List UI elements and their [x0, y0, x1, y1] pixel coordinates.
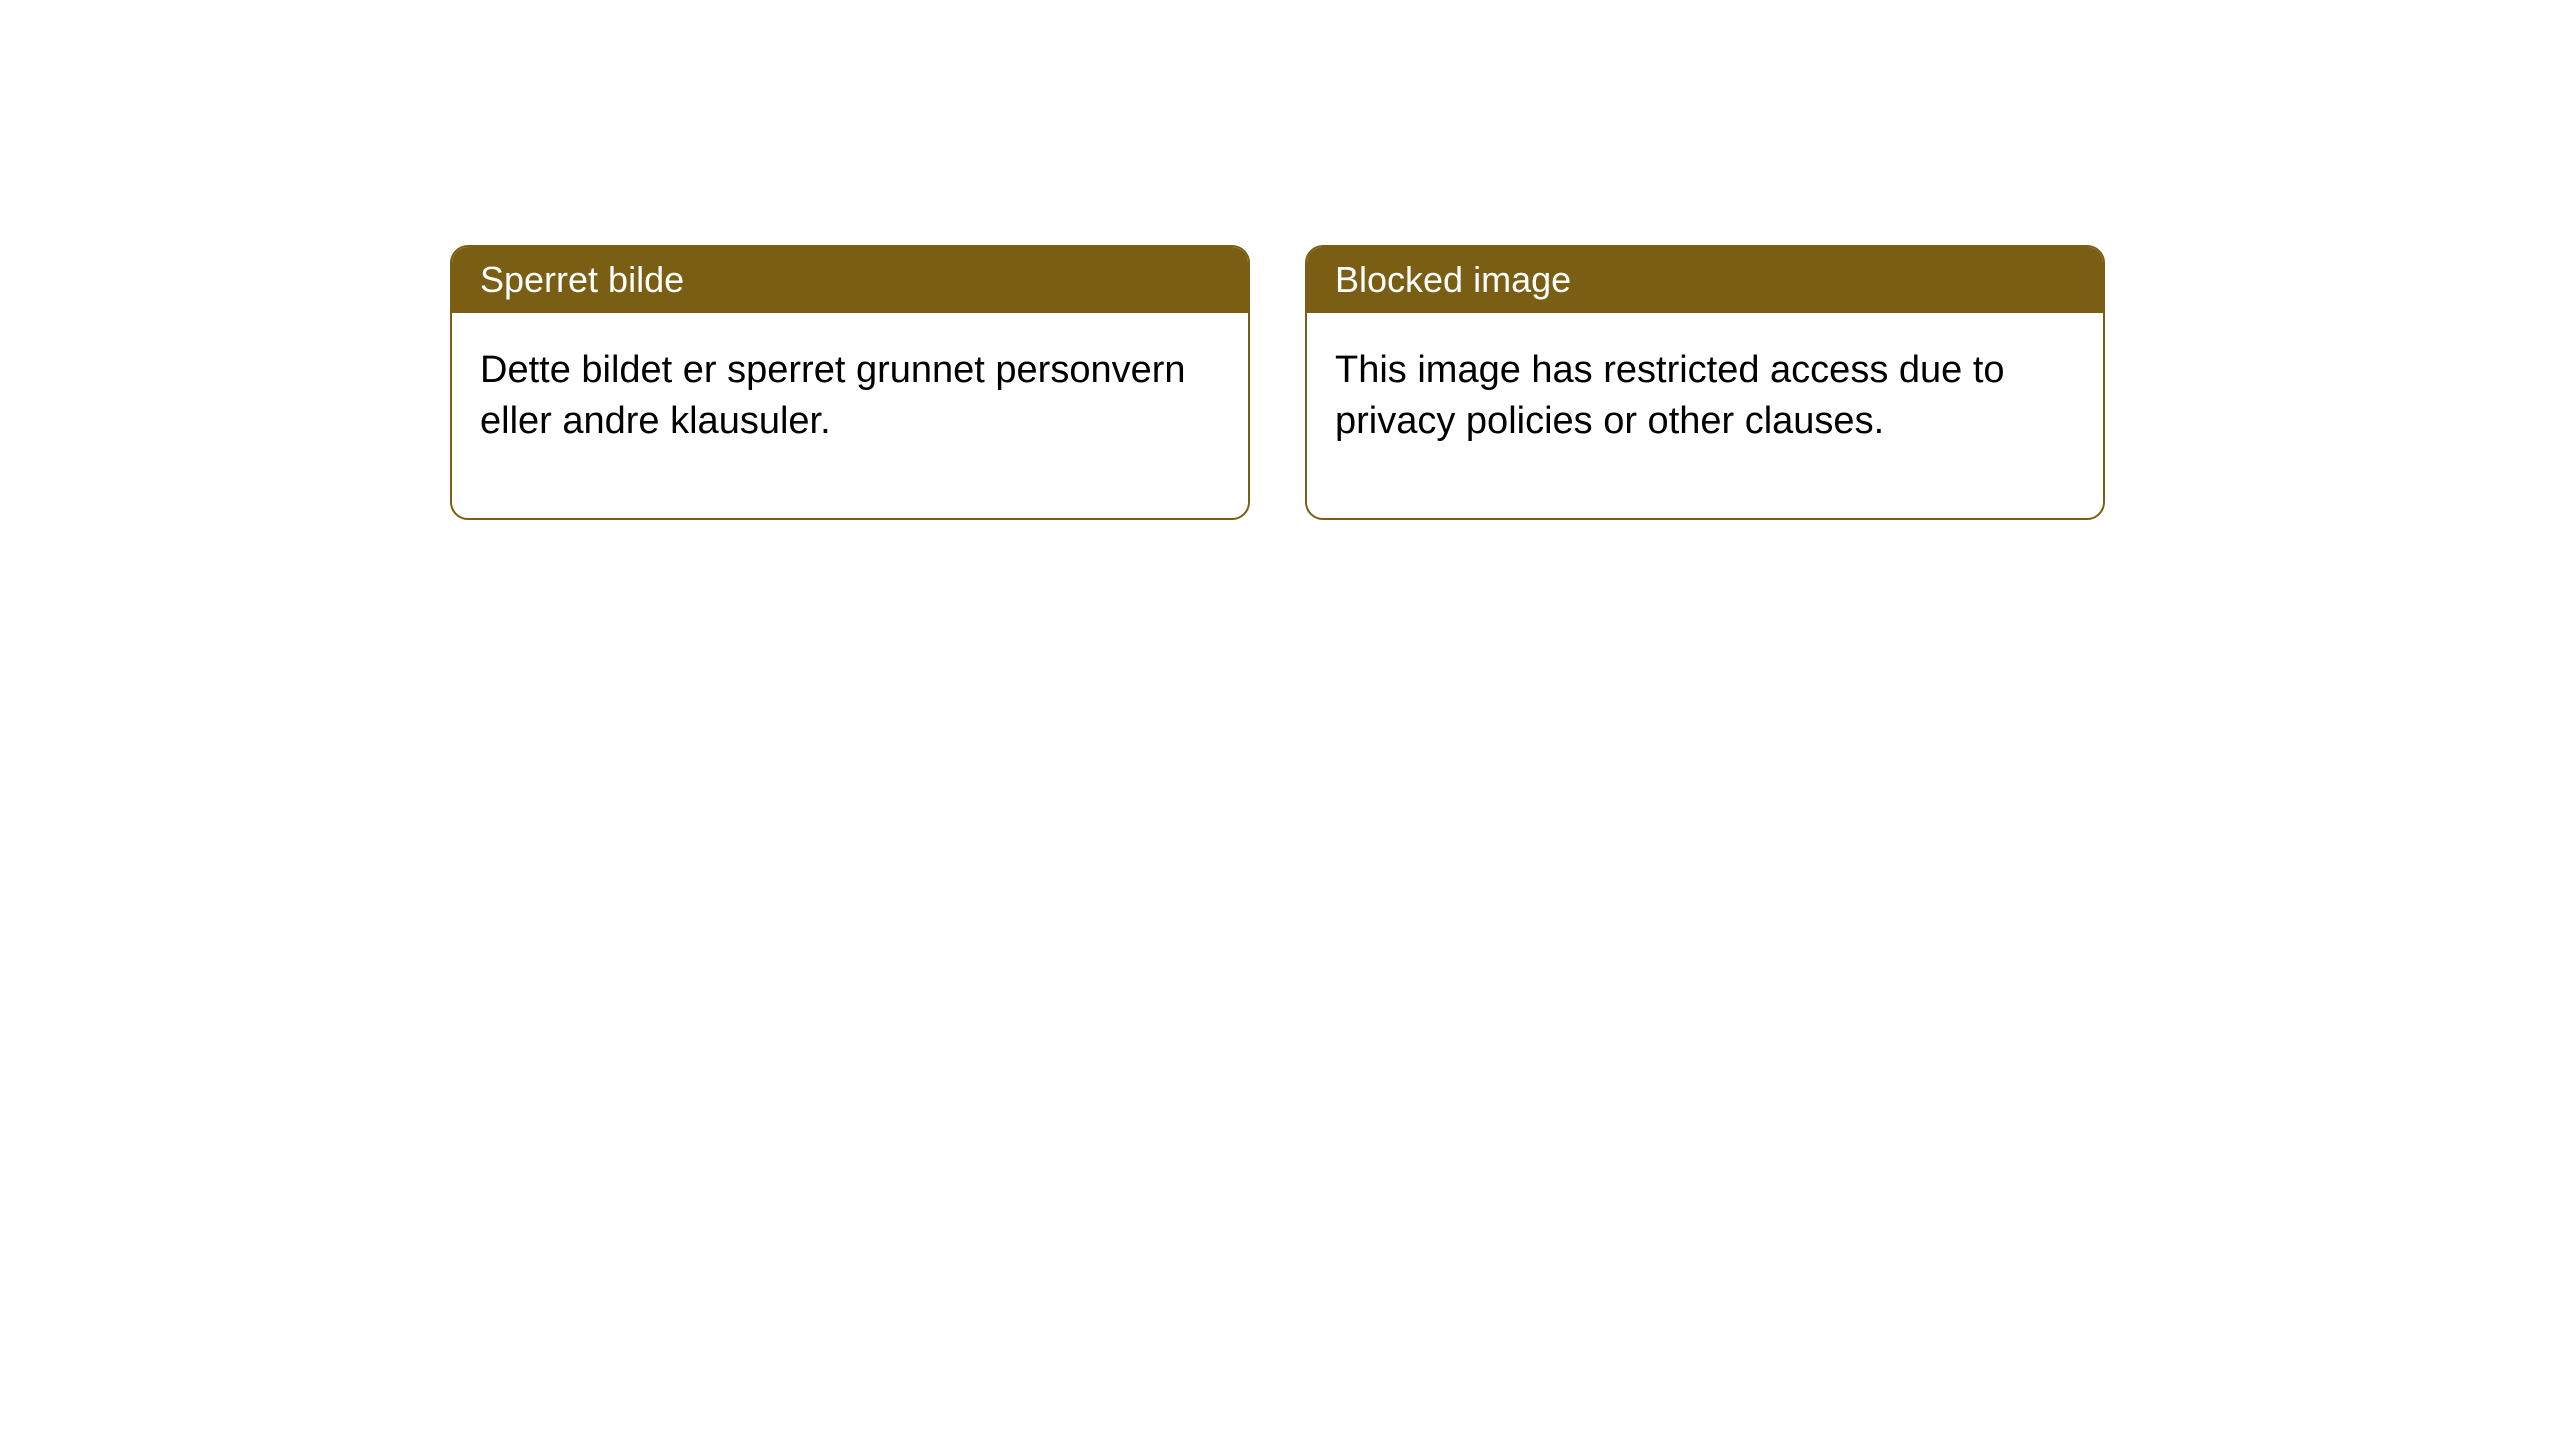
- notice-card-norwegian: Sperret bilde Dette bildet er sperret gr…: [450, 245, 1250, 520]
- notice-header-english: Blocked image: [1307, 247, 2103, 313]
- notice-container: Sperret bilde Dette bildet er sperret gr…: [450, 245, 2105, 520]
- notice-body-english: This image has restricted access due to …: [1307, 313, 2103, 518]
- notice-card-english: Blocked image This image has restricted …: [1305, 245, 2105, 520]
- notice-header-norwegian: Sperret bilde: [452, 247, 1248, 313]
- notice-body-norwegian: Dette bildet er sperret grunnet personve…: [452, 313, 1248, 518]
